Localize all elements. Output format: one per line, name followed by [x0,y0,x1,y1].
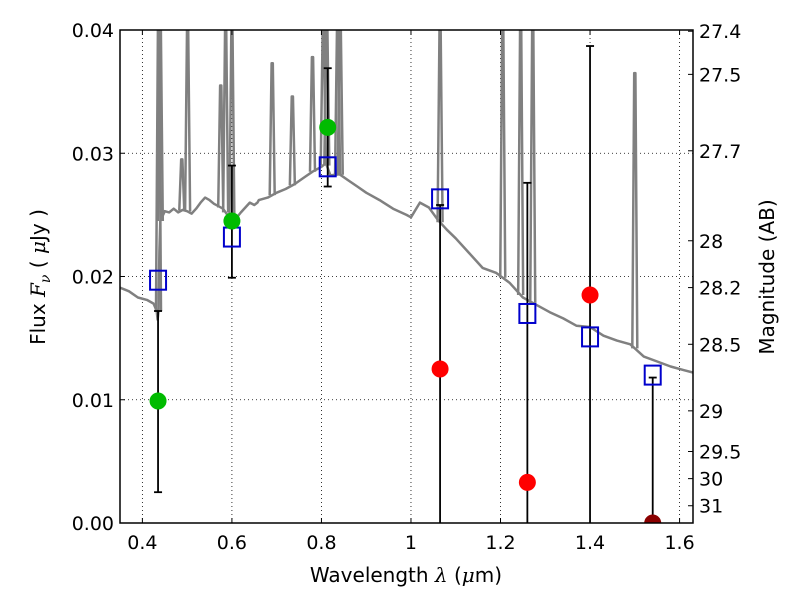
emission-line [154,30,163,312]
y-axis-title: Flux Fν ( μJy ) [26,209,54,345]
emission-line [516,30,525,295]
model-flux-box [518,302,537,324]
model-flux-box [581,326,600,348]
emission-line [228,30,236,224]
plot-frame [119,29,694,524]
model-spectrum-line [120,161,693,374]
x-axis-title: Wavelength λ (μm) [310,563,502,587]
x-tick-label: 0.4 [127,532,157,554]
y2-tick-label: 27.7 [699,141,741,163]
y2-tick-label: 29.5 [699,442,741,464]
y2-tick-label: 28 [699,231,723,253]
x-tick-label: 1.6 [664,532,694,554]
emission-line [498,30,507,278]
emission-line [308,55,317,172]
y-tick-label: 0.03 [72,143,114,165]
emission-line [268,62,276,196]
emission-line [183,30,192,212]
emission-line [156,30,165,222]
observed-point [319,118,337,136]
y2-tick-label: 30 [699,469,723,491]
plot-area [120,30,693,523]
emission-line [288,95,297,186]
emission-line [221,30,230,213]
emission-line [436,30,444,223]
emission-line [528,30,537,303]
emission-line [216,84,225,208]
y2-tick-label: 28.2 [699,278,741,300]
y2-tick-label: 28.5 [699,334,741,356]
model-flux-box [318,156,337,178]
model-flux-box [431,188,450,210]
emission-line [631,71,639,349]
y2-tick-label: 29 [699,401,723,423]
x-tick-label: 1.4 [575,532,605,554]
tick-labels: 0.4 0.6 0.8 1 1.2 1.4 1.6 0.00 0.01 0.02 0.03 0.04 2… [72,20,742,554]
x-tick-label: 0.8 [306,532,336,554]
y-tick-label: 0.00 [72,513,114,535]
y-tick-label: 0.04 [72,20,114,42]
x-tick-label: 0.6 [217,532,247,554]
y2-tick-label: 31 [699,496,723,518]
model-flux-box [643,364,662,386]
observed-point [223,212,241,230]
y2-tick-label: 27.4 [699,21,741,43]
emission-line [336,30,344,175]
model-flux-box [149,269,168,291]
x-tick-label: 1 [405,532,417,554]
y2-tick-label: 27.5 [699,64,741,86]
y2-axis-title: Magnitude (AB) [755,199,779,354]
axes [119,29,694,524]
observed-point [518,473,536,491]
observed-point [581,286,599,304]
y-tick-label: 0.01 [72,390,114,412]
grid-lines [120,29,693,524]
emission-line [178,158,186,211]
x-tick-label: 1.2 [485,532,515,554]
observed-point [431,360,449,378]
observed-point [644,514,662,523]
observed-point [149,392,167,410]
y-tick-label: 0.02 [72,267,114,289]
